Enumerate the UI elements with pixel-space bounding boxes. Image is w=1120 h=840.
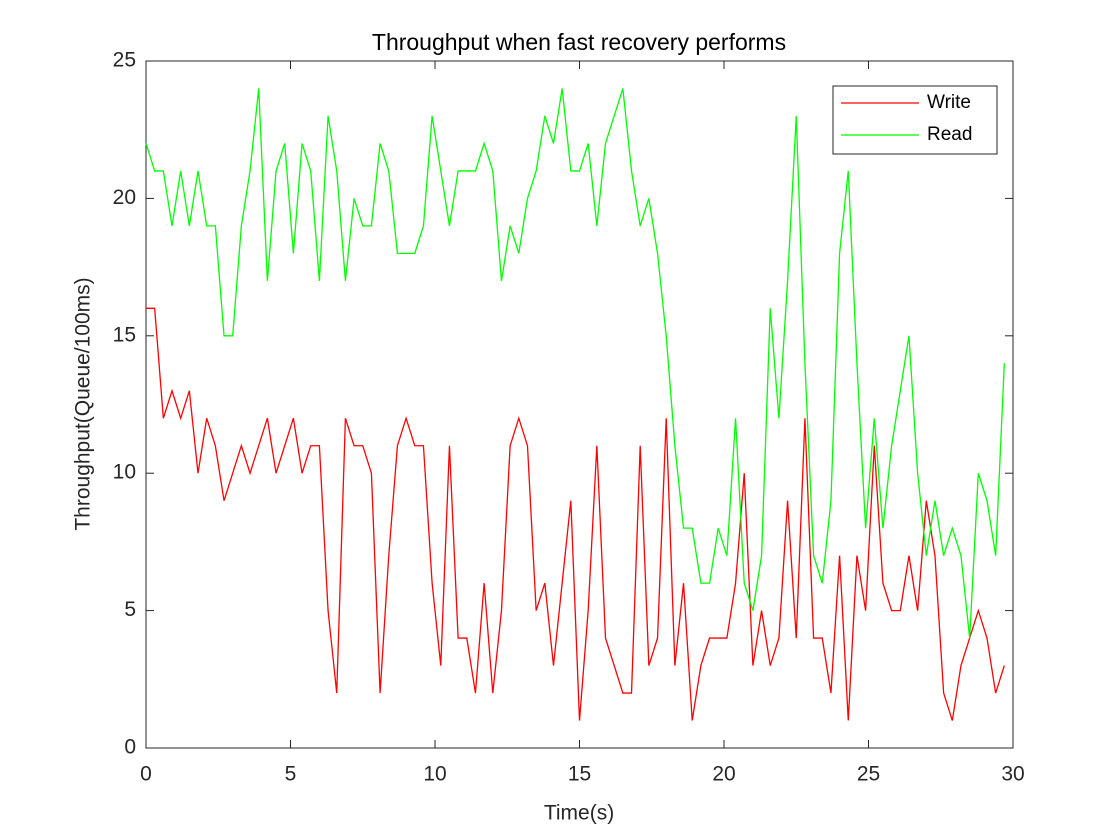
legend-label: Write xyxy=(927,92,971,113)
series-line xyxy=(145,88,1005,639)
legend-box xyxy=(832,85,998,155)
legend-label: Read xyxy=(927,124,972,145)
x-tick-label: 10 xyxy=(423,763,446,786)
y-tick-label: 15 xyxy=(113,323,136,346)
plot-area xyxy=(145,60,1014,749)
y-tick-label: 10 xyxy=(113,461,136,484)
x-tick-label: 15 xyxy=(568,763,591,786)
x-tick-label: 5 xyxy=(285,763,297,786)
y-tick-label: 25 xyxy=(113,49,136,72)
y-tick-label: 5 xyxy=(124,598,136,621)
x-tick-label: 30 xyxy=(1001,763,1024,786)
y-tick-label: 20 xyxy=(113,186,136,209)
series-line xyxy=(146,307,1005,721)
x-tick-label: 20 xyxy=(712,763,735,786)
x-axis-label: Time(s) xyxy=(544,802,614,825)
lines xyxy=(145,88,1005,721)
x-tick-label: 0 xyxy=(140,763,152,786)
x-tick-label: 25 xyxy=(857,763,880,786)
y-tick-label: 0 xyxy=(124,736,136,759)
chart-title: Throughput when fast recovery performs xyxy=(372,29,786,55)
legend: Write Read xyxy=(832,85,998,155)
ticks: 0 5 10 15 20 25 30 0 5 10 15 20 25 xyxy=(113,49,1025,786)
y-axis-label: Throughput(Queue/100ms) xyxy=(72,277,95,530)
